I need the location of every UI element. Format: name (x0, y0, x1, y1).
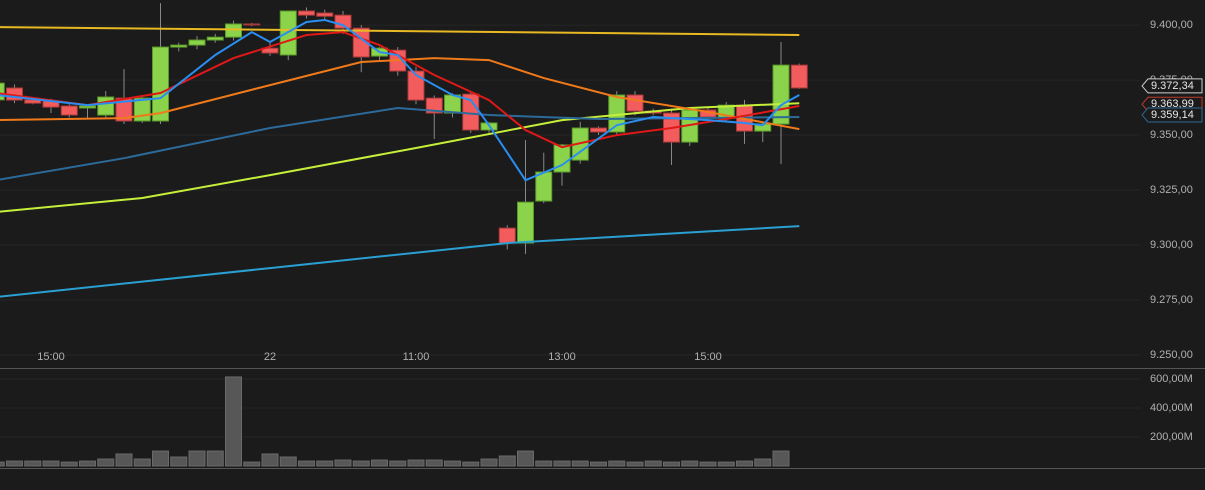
volume-bar (115, 453, 133, 467)
volume-bar (316, 460, 334, 467)
volume-bar (535, 460, 553, 467)
volume-bar (206, 450, 224, 467)
volume-tick-label: 600,00M (1150, 373, 1193, 385)
volume-bar (79, 460, 96, 467)
volume-bar (626, 461, 644, 467)
volume-bar (462, 461, 480, 467)
price-tag-label: 9.372,34 (1151, 80, 1194, 92)
candle-body (535, 171, 553, 202)
candle-body (0, 82, 5, 101)
candle-body (590, 127, 607, 133)
price-tag (1141, 78, 1203, 94)
volume-bar (42, 460, 60, 467)
volume-bar (97, 458, 115, 467)
y-tick-label: 9.250,00 (1150, 349, 1193, 361)
price-tag-label: 9.363,99 (1151, 98, 1194, 110)
volume-bar (352, 460, 370, 467)
candle-body (97, 96, 115, 116)
ma-line (0, 57, 800, 131)
price-tag-label: 9.359,14 (1151, 109, 1194, 121)
candle-body (79, 105, 96, 109)
volume-bar (133, 458, 151, 467)
volume-bar (24, 460, 42, 467)
candle-body (517, 201, 534, 244)
ma-line (0, 31, 800, 149)
candle-body (170, 44, 188, 48)
candle-body (444, 94, 461, 114)
volume-bar (334, 459, 352, 467)
ma-line (0, 18, 800, 182)
volume-bar (517, 450, 534, 467)
volume-bar (298, 460, 315, 467)
y-tick-label: 9.275,00 (1150, 294, 1193, 306)
x-tick-label: 13:00 (548, 351, 576, 363)
volume-bar (553, 460, 571, 467)
price-tag (1141, 107, 1203, 123)
candle-body (152, 46, 169, 122)
ma-line (0, 26, 800, 36)
candle-body (425, 97, 443, 114)
y-tick-label: 9.325,00 (1150, 184, 1193, 196)
volume-bar (772, 450, 790, 467)
volume-bar (407, 459, 425, 467)
volume-bar (6, 460, 23, 467)
x-tick-label: 22 (264, 351, 276, 363)
y-tick-label: 9.400,00 (1150, 19, 1193, 31)
candle-body (188, 39, 206, 46)
volume-bar (60, 461, 78, 467)
y-tick-label: 9.350,00 (1150, 129, 1193, 141)
volume-bar (590, 461, 607, 467)
volume-bar (261, 453, 279, 467)
x-tick-label: 15:00 (37, 351, 65, 363)
candle-body (261, 47, 279, 54)
candle-body (133, 97, 151, 122)
volume-bar (608, 460, 626, 467)
x-tick-label: 11:00 (403, 351, 430, 363)
ma-line (0, 225, 800, 298)
candle-body (206, 36, 224, 41)
candle-body (498, 227, 516, 244)
candle-body (316, 12, 334, 17)
volume-bar (444, 460, 461, 467)
candle-body (298, 10, 315, 16)
candle-body (626, 94, 644, 112)
volume-bar (699, 461, 717, 467)
volume-bar (371, 459, 388, 467)
volume-bar (225, 376, 242, 467)
volume-bar (480, 458, 498, 467)
volume-bar (681, 460, 699, 467)
candle-body (60, 105, 78, 116)
volume-bar (243, 461, 261, 467)
volume-bar (754, 458, 772, 467)
volume-tick-label: 200,00M (1150, 431, 1193, 443)
volume-bar (0, 461, 5, 467)
volume-bar (425, 459, 443, 467)
volume-bar (279, 456, 297, 467)
volume-bar (389, 460, 407, 467)
volume-bar (571, 460, 589, 467)
volume-tick-label: 400,00M (1150, 402, 1193, 414)
y-tick-label: 9.300,00 (1150, 239, 1193, 251)
volume-bar (152, 450, 169, 467)
volume-bar (663, 461, 680, 467)
candle-body (772, 64, 790, 125)
candle-body (243, 23, 261, 26)
volume-bar (188, 450, 206, 467)
volume-bar (717, 461, 735, 467)
volume-bar (644, 460, 662, 467)
volume-bar (170, 456, 188, 467)
x-tick-label: 15:00 (694, 351, 722, 363)
volume-bar (498, 455, 516, 467)
candle-body (225, 23, 242, 38)
volume-bar (736, 460, 753, 467)
ma-line (0, 106, 800, 181)
candle-body (790, 64, 808, 89)
